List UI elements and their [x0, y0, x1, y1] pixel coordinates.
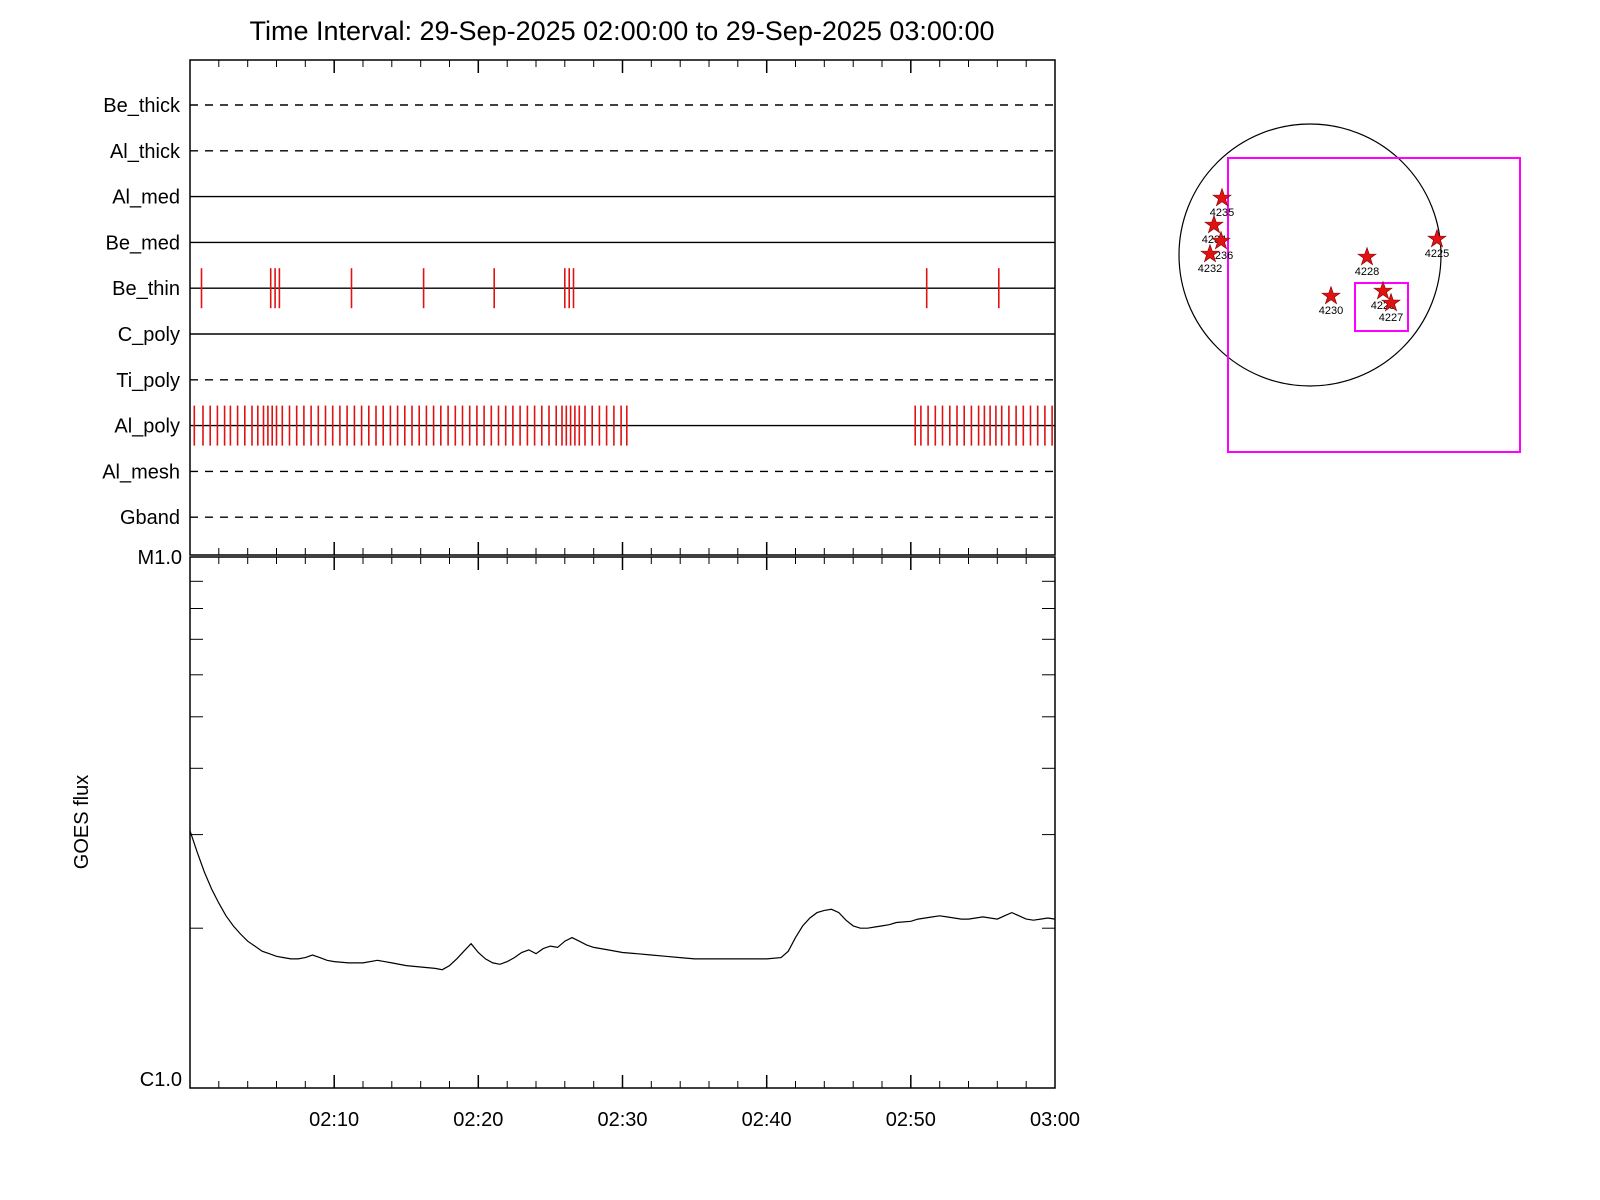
x-tick-label: 03:00 — [1030, 1109, 1080, 1131]
region-label: 4228 — [1355, 266, 1379, 278]
goes-ylabel: GOES flux — [71, 775, 93, 869]
filter-row-Al_poly: Al_poly — [114, 405, 1055, 446]
region-label: 4225 — [1425, 248, 1449, 260]
goes-border — [189, 556, 1056, 1089]
filter-label: Al_med — [112, 187, 180, 209]
x-tick-label: 02:40 — [742, 1109, 792, 1131]
filter-row-Gband: Gband — [120, 507, 1055, 529]
goes-ymax-label: M1.0 — [138, 547, 182, 569]
goes-ymin-label: C1.0 — [140, 1069, 182, 1091]
active-region-4232: 4232 — [1198, 243, 1222, 275]
filter-row-Be_thin: Be_thin — [112, 268, 1055, 309]
filter-row-Be_med: Be_med — [106, 232, 1055, 254]
filter-label: Al_poly — [114, 416, 180, 438]
x-tick-label: 02:30 — [597, 1109, 647, 1131]
filter-label: Gband — [120, 507, 180, 529]
region-star-icon — [1212, 187, 1232, 207]
region-star-icon — [1357, 246, 1377, 266]
region-label: 4232 — [1198, 263, 1222, 275]
filter-label: Al_thick — [110, 141, 181, 163]
filter-label: Be_thin — [112, 278, 180, 300]
goes-flux-panel: M1.0 C1.0 GOES flux 02:10 02:20 02:30 02:40… — [71, 547, 1080, 1131]
filter-row-Al_thick: Al_thick — [110, 141, 1055, 163]
solar-disk — [1178, 123, 1442, 387]
active-region-4225: 4225 — [1425, 228, 1449, 260]
filter-row-Be_thick: Be_thick — [103, 95, 1055, 117]
active-region-4235: 4235 — [1210, 187, 1234, 219]
filter-row-C_poly: C_poly — [118, 324, 1055, 346]
region-star-icon — [1200, 243, 1220, 263]
plot-title: Time Interval: 29-Sep-2025 02:00:00 to 2… — [249, 16, 994, 46]
region-star-icon — [1204, 214, 1224, 234]
x-tick-label: 02:20 — [453, 1109, 503, 1131]
region-star-icon — [1321, 285, 1341, 305]
filter-timeline-panel: Be_thick Al_thick Al_med Be_med Be_thin C_pol… — [102, 59, 1056, 556]
region-star-icon — [1427, 228, 1447, 248]
active-region-4228: 4228 — [1355, 246, 1379, 278]
x-tick-label: 02:50 — [886, 1109, 936, 1131]
region-label: 4230 — [1319, 305, 1343, 317]
filter-label: C_poly — [118, 324, 180, 346]
filter-row-Al_med: Al_med — [112, 187, 1055, 209]
region-label: 4227 — [1379, 312, 1403, 324]
goes-flux-curve — [189, 830, 1056, 971]
region-label: 4235 — [1210, 207, 1234, 219]
region-star-icon — [1211, 230, 1231, 250]
region-star-icon — [1373, 280, 1393, 300]
filter-label: Be_med — [106, 232, 181, 254]
filter-label: Be_thick — [103, 95, 181, 117]
filter-row-Ti_poly: Ti_poly — [116, 370, 1055, 392]
fov-box-2 — [1354, 282, 1409, 332]
region-star-icon — [1381, 292, 1401, 312]
fov-box-1 — [1227, 157, 1521, 453]
filter-label: Al_mesh — [102, 461, 180, 483]
filter-label: Ti_poly — [116, 370, 180, 392]
x-tick-label: 02:10 — [309, 1109, 359, 1131]
active-region-4230: 4230 — [1319, 285, 1343, 317]
filter-row-Al_mesh: Al_mesh — [102, 461, 1055, 483]
timeline-border — [189, 59, 1056, 556]
active-region-4227: 4227 — [1379, 292, 1403, 324]
